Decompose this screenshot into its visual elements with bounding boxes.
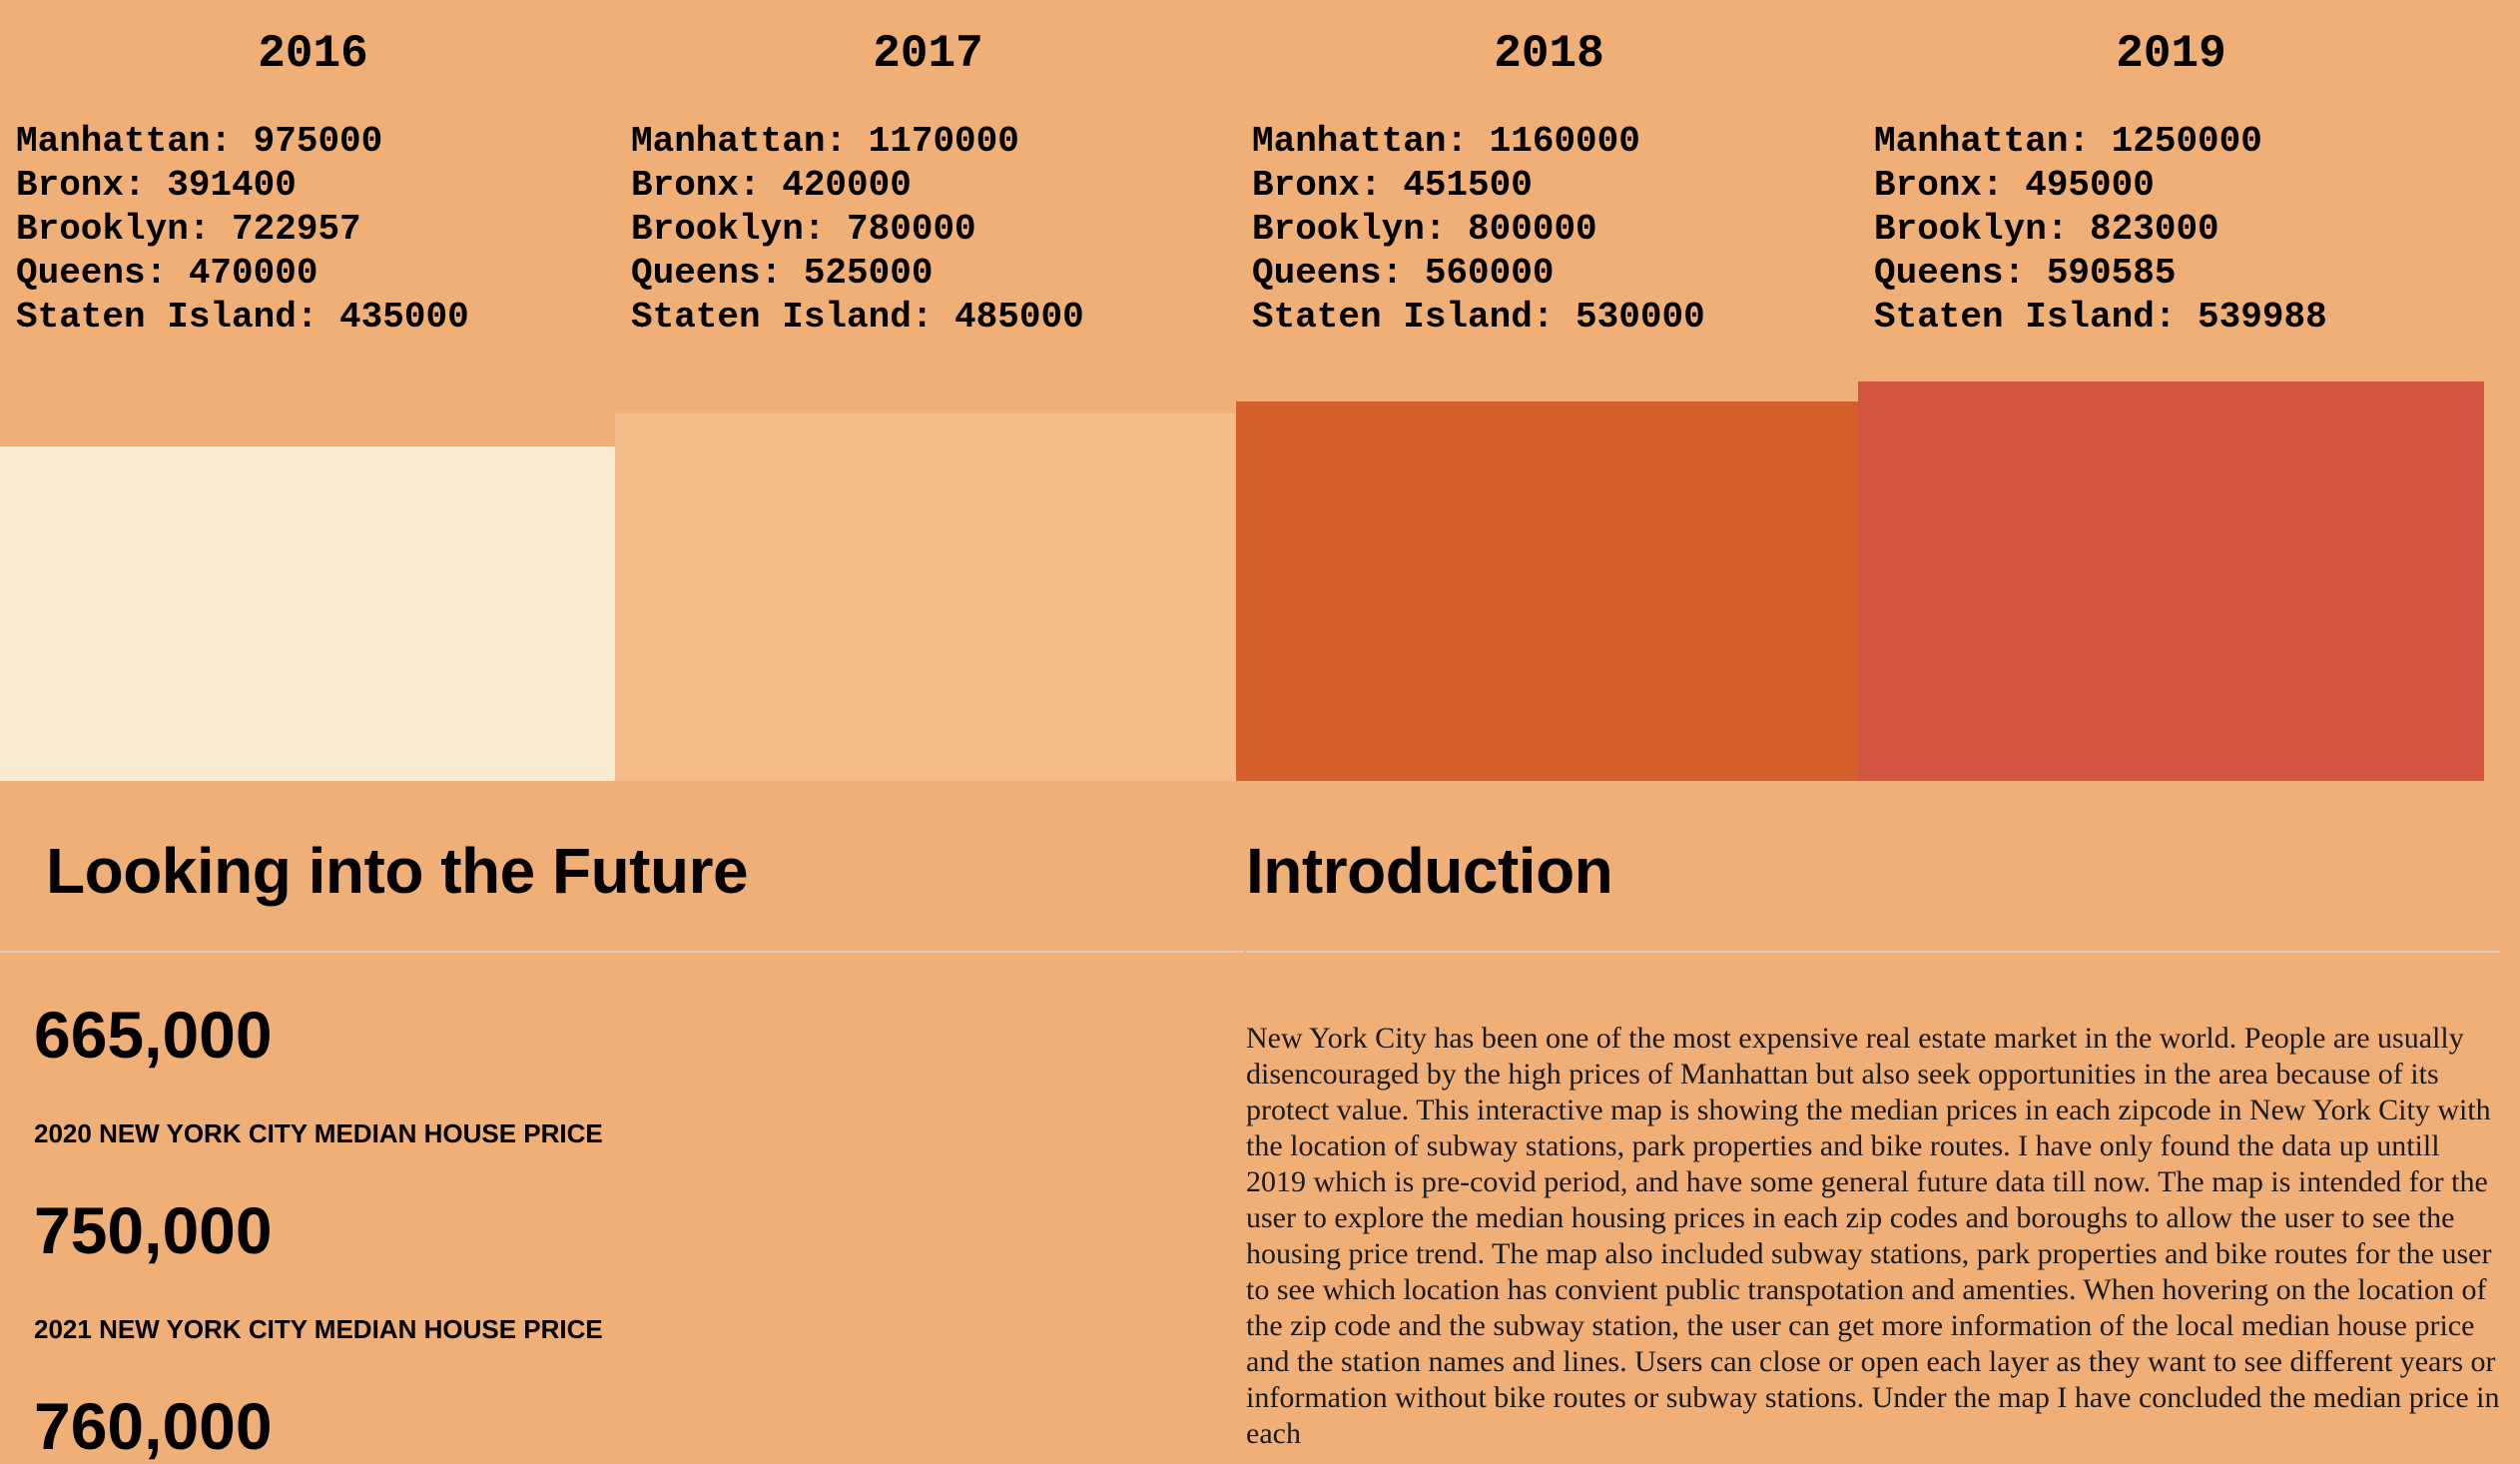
stat-line: Queens: 525000 xyxy=(631,253,934,294)
stat-line: Bronx: 495000 xyxy=(1874,165,2155,206)
year-heading: 2018 xyxy=(1494,28,1604,80)
stat-line: Staten Island: 485000 xyxy=(631,297,1084,338)
bar-2016[interactable] xyxy=(0,446,626,781)
stat-line: Bronx: 420000 xyxy=(631,165,912,206)
future-label: 2020 NEW YORK CITY MEDIAN HOUSE PRICE xyxy=(34,1118,603,1148)
stat-line: Manhattan: 1250000 xyxy=(1874,121,2262,162)
future-value: 760,000 xyxy=(34,1389,273,1463)
bar-2018[interactable] xyxy=(1236,401,1862,781)
intro-title: Introduction xyxy=(1246,835,1613,907)
stat-line: Manhattan: 975000 xyxy=(16,121,383,162)
intro-paragraph: New York City has been one of the most e… xyxy=(1246,1022,2500,1450)
stat-line: Brooklyn: 823000 xyxy=(1874,209,2219,250)
stat-line: Queens: 560000 xyxy=(1252,253,1555,294)
intro-divider xyxy=(1246,951,2500,953)
stat-line: Brooklyn: 722957 xyxy=(16,209,361,250)
year-heading: 2016 xyxy=(258,28,368,80)
stat-line: Brooklyn: 780000 xyxy=(631,209,976,250)
year-stats: Manhattan: 1250000 Bronx: 495000 Brooklyn:… xyxy=(1874,120,2327,340)
stat-line: Manhattan: 1160000 xyxy=(1252,121,1640,162)
stat-line: Bronx: 451500 xyxy=(1252,165,1533,206)
stat-line: Staten Island: 539988 xyxy=(1874,297,2327,338)
bar-2017[interactable] xyxy=(615,413,1241,781)
future-label: 2021 NEW YORK CITY MEDIAN HOUSE PRICE xyxy=(34,1314,603,1344)
bar-2019[interactable] xyxy=(1858,381,2484,781)
stat-line: Queens: 470000 xyxy=(16,253,318,294)
year-stats: Manhattan: 1160000 Bronx: 451500 Brooklyn:… xyxy=(1252,120,1705,340)
stat-line: Queens: 590585 xyxy=(1874,253,2177,294)
future-value: 665,000 xyxy=(34,998,273,1072)
future-divider xyxy=(0,951,1244,953)
year-stats: Manhattan: 975000 Bronx: 391400 Brooklyn: … xyxy=(16,120,469,340)
stat-line: Brooklyn: 800000 xyxy=(1252,209,1597,250)
stat-line: Staten Island: 435000 xyxy=(16,297,469,338)
stat-line: Bronx: 391400 xyxy=(16,165,297,206)
year-heading: 2019 xyxy=(2116,28,2226,80)
year-stats: Manhattan: 1170000 Bronx: 420000 Brooklyn:… xyxy=(631,120,1084,340)
stat-line: Manhattan: 1170000 xyxy=(631,121,1019,162)
year-heading: 2017 xyxy=(873,28,983,80)
future-title: Looking into the Future xyxy=(46,835,749,907)
future-value: 750,000 xyxy=(34,1193,273,1267)
stat-line: Staten Island: 530000 xyxy=(1252,297,1705,338)
